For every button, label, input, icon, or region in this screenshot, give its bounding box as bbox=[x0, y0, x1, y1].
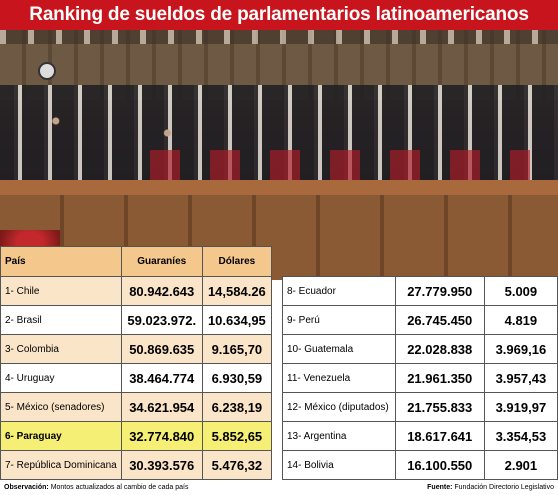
table-row: 11- Venezuela 21.961.350 3.957,43 bbox=[282, 363, 558, 393]
value-guaranies: 38.464.774 bbox=[120, 363, 203, 393]
header-pais: País bbox=[0, 246, 122, 277]
table-row: 1- Chile 80.942.643 14,584.26 bbox=[0, 276, 273, 306]
observation-text: Montos actualizados al cambio de cada pa… bbox=[48, 484, 189, 491]
source-text: Fundación Directorio Legislativo bbox=[452, 484, 554, 491]
value-dolares: 4.819 bbox=[483, 305, 558, 335]
country-name: 5- México (senadores) bbox=[0, 392, 122, 422]
country-name: 10- Guatemala bbox=[282, 334, 396, 364]
header-dolares: Dólares bbox=[201, 246, 273, 277]
country-name: 1- Chile bbox=[0, 276, 122, 306]
value-guaranies: 26.745.450 bbox=[394, 305, 485, 335]
value-dolares: 3.969,16 bbox=[483, 334, 558, 364]
country-name: 9- Perú bbox=[282, 305, 396, 335]
parliament-photo bbox=[0, 30, 558, 280]
footer-source: Fuente: Fundación Directorio Legislativo bbox=[427, 483, 554, 493]
country-name: 2- Brasil bbox=[0, 305, 122, 335]
table-row: 12- México (diputados) 21.755.833 3.919,… bbox=[282, 392, 558, 422]
footer-observation: Observación: Montos actualizados al camb… bbox=[4, 483, 188, 493]
value-guaranies: 18.617.641 bbox=[394, 421, 485, 451]
value-dolares: 6.238,19 bbox=[201, 392, 273, 422]
value-guaranies: 80.942.643 bbox=[120, 276, 203, 306]
country-name: 8- Ecuador bbox=[282, 276, 396, 306]
value-dolares: 9.165,70 bbox=[201, 334, 273, 364]
value-guaranies: 59.023.972. bbox=[120, 305, 203, 335]
country-name: 12- México (diputados) bbox=[282, 392, 396, 422]
value-guaranies: 21.755.833 bbox=[394, 392, 485, 422]
page-title: Ranking de sueldos de parlamentarios lat… bbox=[0, 0, 558, 55]
header-guaranies: Guaraníes bbox=[120, 246, 203, 277]
table-row-highlighted: 6- Paraguay 32.774.840 5.852,65 bbox=[0, 421, 273, 451]
ranking-table-right: 8- Ecuador 27.779.950 5.009 9- Perú 26.7… bbox=[282, 276, 558, 480]
country-name: 14- Bolivia bbox=[282, 450, 396, 480]
value-dolares: 5.852,65 bbox=[201, 421, 273, 451]
value-guaranies: 50.869.635 bbox=[120, 334, 203, 364]
table-row: 8- Ecuador 27.779.950 5.009 bbox=[282, 276, 558, 306]
value-guaranies: 27.779.950 bbox=[394, 276, 485, 306]
table-row: 9- Perú 26.745.450 4.819 bbox=[282, 305, 558, 335]
country-name: 3- Colombia bbox=[0, 334, 122, 364]
value-dolares: 5.476,32 bbox=[201, 450, 273, 480]
country-name: 4- Uruguay bbox=[0, 363, 122, 393]
value-guaranies: 16.100.550 bbox=[394, 450, 485, 480]
country-name: 6- Paraguay bbox=[0, 421, 122, 451]
value-dolares: 14,584.26 bbox=[201, 276, 273, 306]
value-dolares: 6.930,59 bbox=[201, 363, 273, 393]
table-row: 5- México (senadores) 34.621.954 6.238,1… bbox=[0, 392, 273, 422]
table-header-row: País Guaraníes Dólares bbox=[0, 246, 273, 277]
country-name: 11- Venezuela bbox=[282, 363, 396, 393]
country-name: 13- Argentina bbox=[282, 421, 396, 451]
source-label: Fuente: bbox=[427, 484, 453, 491]
table-row: 3- Colombia 50.869.635 9.165,70 bbox=[0, 334, 273, 364]
value-guaranies: 32.774.840 bbox=[120, 421, 203, 451]
value-dolares: 5.009 bbox=[483, 276, 558, 306]
photo-lights bbox=[0, 30, 558, 44]
table-row: 10- Guatemala 22.028.838 3.969,16 bbox=[282, 334, 558, 364]
value-guaranies: 22.028.838 bbox=[394, 334, 485, 364]
table-row: 2- Brasil 59.023.972. 10.634,95 bbox=[0, 305, 273, 335]
value-dolares: 10.634,95 bbox=[201, 305, 273, 335]
value-guaranies: 30.393.576 bbox=[120, 450, 203, 480]
table-row: 4- Uruguay 38.464.774 6.930,59 bbox=[0, 363, 273, 393]
value-guaranies: 34.621.954 bbox=[120, 392, 203, 422]
country-name: 7- República Dominicana bbox=[0, 450, 122, 480]
table-row: 14- Bolivia 16.100.550 2.901 bbox=[282, 450, 558, 480]
value-guaranies: 21.961.350 bbox=[394, 363, 485, 393]
observation-label: Observación: bbox=[4, 484, 49, 491]
value-dolares: 3.354,53 bbox=[483, 421, 558, 451]
value-dolares: 3.919,97 bbox=[483, 392, 558, 422]
value-dolares: 3.957,43 bbox=[483, 363, 558, 393]
photo-desk-top bbox=[0, 180, 558, 198]
value-dolares: 2.901 bbox=[483, 450, 558, 480]
table-row: 13- Argentina 18.617.641 3.354,53 bbox=[282, 421, 558, 451]
clock-icon bbox=[38, 62, 56, 80]
table-row: 7- República Dominicana 30.393.576 5.476… bbox=[0, 450, 273, 480]
ranking-table-left: País Guaraníes Dólares 1- Chile 80.942.6… bbox=[0, 246, 273, 480]
